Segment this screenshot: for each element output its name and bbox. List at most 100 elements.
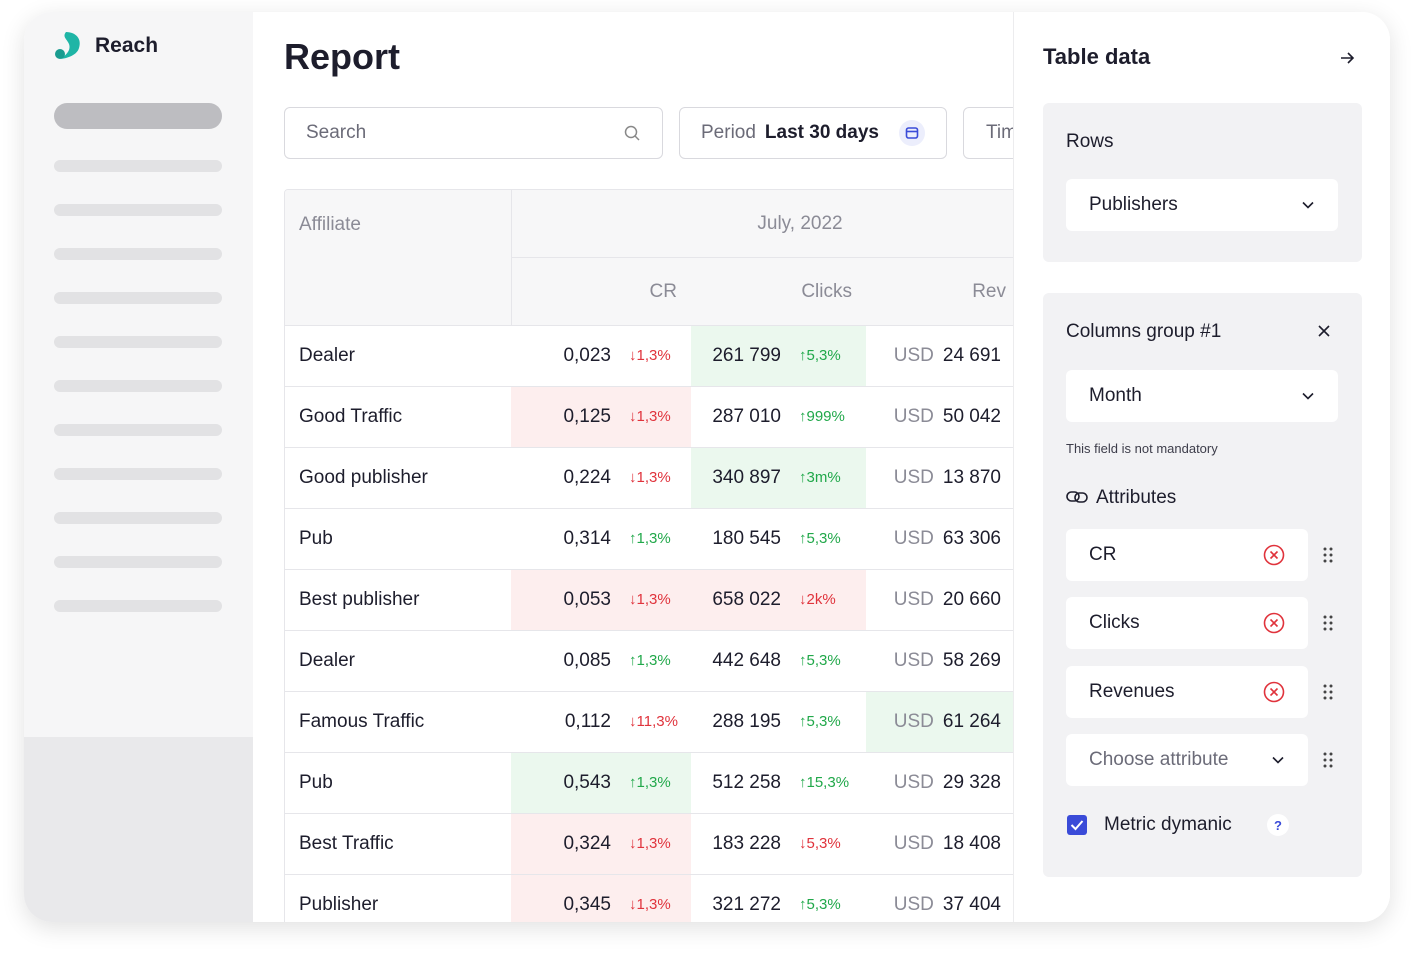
remove-icon [1263, 544, 1285, 566]
calendar-icon [899, 120, 925, 146]
attribute-pill[interactable]: Clicks [1066, 597, 1308, 650]
cell-highlight [511, 387, 691, 447]
choose-attribute-select[interactable]: Choose attribute [1066, 734, 1308, 786]
columns-group-title: Columns group #1 [1066, 321, 1222, 342]
revenue-value: 24 691 [942, 344, 1001, 366]
clicks-cell: 512 258 ↑15,3% [691, 752, 851, 813]
currency: USD [893, 649, 934, 671]
nav-item[interactable] [54, 160, 222, 172]
cell-highlight [511, 875, 691, 922]
cr-value: 0,125 [563, 405, 611, 427]
revenue-cell: USD 61 264 [866, 691, 1001, 752]
cr-cell: 0,314 ↑1,3% [511, 508, 681, 569]
cr-change: ↑1,3% [629, 652, 671, 669]
search-icon [624, 125, 640, 141]
nav-item[interactable] [54, 600, 222, 612]
nav-item[interactable] [54, 336, 222, 348]
affiliate-name: Good Traffic [299, 405, 403, 427]
cr-change: ↓11,3% [629, 713, 678, 730]
revenue-value: 61 264 [942, 710, 1001, 732]
search-input[interactable]: Search [284, 107, 663, 159]
drag-handle[interactable] [1323, 684, 1333, 700]
revenue-value: 58 269 [942, 649, 1001, 671]
attributes-label: Attributes [1096, 487, 1177, 508]
rows-select[interactable]: Publishers [1066, 179, 1338, 231]
affiliate-header: Affiliate [299, 214, 361, 235]
currency: USD [893, 832, 934, 854]
nav-active[interactable] [54, 103, 222, 129]
drag-handle[interactable] [1323, 752, 1333, 768]
cell-highlight [691, 448, 866, 508]
nav-item[interactable] [54, 248, 222, 260]
affiliate-name: Pub [299, 771, 333, 793]
time-filter[interactable]: Tim [963, 107, 1013, 159]
currency: USD [893, 527, 934, 549]
clicks-change: ↓2k% [799, 591, 836, 608]
revenue-cell: USD 29 328 [866, 752, 1001, 813]
close-icon[interactable] [1317, 324, 1331, 338]
nav-item[interactable] [54, 204, 222, 216]
period-label: Period [701, 122, 756, 143]
cr-value: 0,112 [564, 710, 611, 732]
nav-item[interactable] [54, 380, 222, 392]
clicks-cell: 658 022 ↓2k% [691, 569, 851, 630]
main: Report Search Period Last 30 days Tim Af… [253, 12, 1013, 922]
attribute-pill[interactable]: Revenues [1066, 665, 1308, 718]
row-divider [285, 752, 1013, 753]
remove-attribute[interactable] [1263, 612, 1285, 634]
remove-icon [1263, 612, 1285, 634]
row-divider [285, 630, 1013, 631]
panel-title: Table data [1043, 44, 1151, 69]
nav-item[interactable] [54, 468, 222, 480]
cr-cell: 0,224 ↓1,3% [511, 447, 681, 508]
remove-attribute[interactable] [1263, 681, 1285, 703]
clicks-change: ↑5,3% [799, 652, 841, 669]
affiliate-name: Pub [299, 527, 333, 549]
revenue-value: 18 408 [942, 832, 1001, 854]
drag-handle[interactable] [1323, 547, 1333, 563]
cr-value: 0,345 [563, 893, 611, 915]
revenue-cell: USD 20 660 [866, 569, 1001, 630]
choose-attribute-placeholder: Choose attribute [1089, 749, 1229, 770]
month-select[interactable]: Month [1066, 370, 1338, 422]
cr-cell: 0,085 ↑1,3% [511, 630, 681, 691]
row-divider [285, 508, 1013, 509]
clicks-change: ↑999% [799, 408, 845, 425]
app-window: Reach Report Search Period Last 30 days … [24, 12, 1390, 922]
cell-highlight [511, 570, 691, 630]
clicks-value: 261 799 [712, 344, 781, 366]
cr-cell: 0,023 ↓1,3% [511, 325, 681, 386]
row-divider [285, 691, 1013, 692]
rows-section: Rows Publishers [1043, 103, 1362, 262]
drag-dots [1323, 547, 1333, 563]
attribute-name: Clicks [1089, 612, 1140, 634]
nav-item[interactable] [54, 292, 222, 304]
cr-cell: 0,053 ↓1,3% [511, 569, 681, 630]
nav-item[interactable] [54, 424, 222, 436]
period-filter[interactable]: Period Last 30 days [679, 107, 947, 159]
clicks-cell: 180 545 ↑5,3% [691, 508, 851, 569]
drag-handle[interactable] [1323, 615, 1333, 631]
affiliate-name: Good publisher [299, 466, 428, 488]
columns-group-section: Columns group #1 Month This field is not… [1043, 293, 1362, 877]
currency: USD [893, 588, 934, 610]
checkbox[interactable] [1067, 815, 1087, 835]
nav-item[interactable] [54, 512, 222, 524]
currency: USD [893, 466, 934, 488]
affiliate-name: Best Traffic [299, 832, 394, 854]
cr-change: ↓1,3% [629, 896, 671, 913]
clicks-value: 288 195 [712, 710, 781, 732]
clicks-change: ↑5,3% [799, 530, 841, 547]
help-icon[interactable]: ? [1267, 814, 1289, 836]
rows-select-value: Publishers [1089, 194, 1178, 215]
collapse-arrow[interactable] [1338, 49, 1356, 67]
remove-attribute[interactable] [1263, 544, 1285, 566]
attribute-pill[interactable]: CR [1066, 529, 1308, 581]
cell-highlight [866, 692, 1013, 752]
row-divider [285, 325, 1013, 326]
affiliate-name: Dealer [299, 649, 355, 671]
link-icon [1066, 491, 1088, 503]
nav-item[interactable] [54, 556, 222, 568]
cr-value: 0,023 [563, 344, 611, 366]
